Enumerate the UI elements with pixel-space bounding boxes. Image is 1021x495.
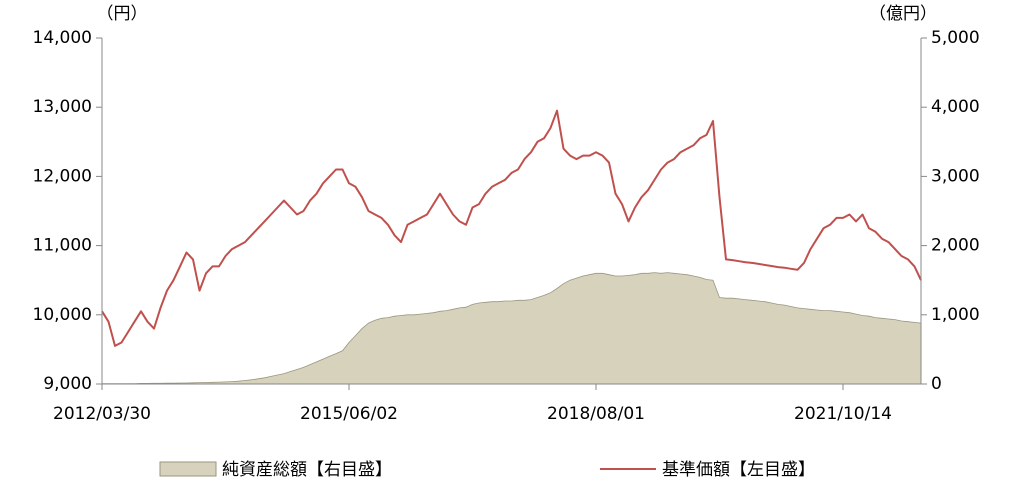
y-tick-label: 9,000 (43, 374, 92, 394)
y-tick-label: 13,000 (33, 97, 92, 117)
legend-swatch (159, 461, 217, 477)
x-tick-label: 2021/10/14 (794, 404, 892, 424)
y2-tick-label: 0 (931, 374, 942, 394)
legend-label: 基準価額【左目盛】 (662, 460, 815, 480)
x-tick-label: 2015/06/02 (300, 404, 398, 424)
y-tick-label: 14,000 (33, 28, 92, 48)
area (101, 272, 922, 385)
y2-tick-label: 3,000 (931, 166, 980, 186)
y-tick-label: 10,000 (33, 305, 92, 325)
y2-unit-label: （億円） (869, 4, 937, 24)
y-tick-label: 12,000 (33, 166, 92, 186)
y2-tick-label: 5,000 (931, 28, 980, 48)
y-unit-label: （円） (97, 4, 148, 24)
line (101, 109, 922, 347)
x-tick-label: 2012/03/30 (53, 404, 151, 424)
y2-tick-label: 2,000 (931, 236, 980, 256)
legend-label: 純資産総額【右目盛】 (222, 460, 392, 480)
y-tick-label: 11,000 (33, 236, 92, 256)
y2-tick-label: 1,000 (931, 305, 980, 325)
y2-tick-label: 4,000 (931, 97, 980, 117)
x-tick-label: 2018/08/01 (547, 404, 645, 424)
